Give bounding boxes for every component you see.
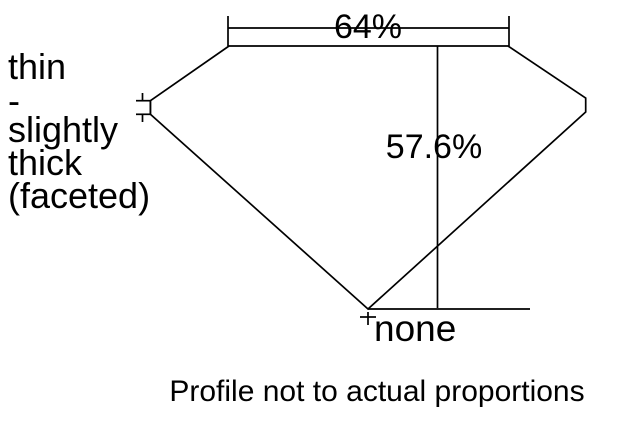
svg-text:57.6%: 57.6%	[386, 128, 482, 166]
svg-text:none: none	[374, 308, 456, 349]
svg-text:64%: 64%	[334, 8, 402, 46]
svg-text:Profile not to actual proporti: Profile not to actual proportions	[169, 375, 584, 408]
